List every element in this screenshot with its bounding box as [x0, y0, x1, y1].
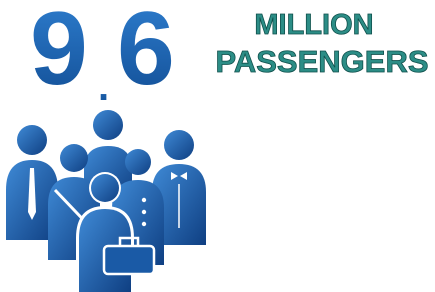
infographic: 9 . 6 MILLION PASSENGERS (( — [0, 0, 435, 292]
label-line1: MILLION — [254, 9, 373, 41]
people-icon — [6, 110, 206, 292]
number-point: . — [98, 65, 109, 109]
label-line2: PASSENGERS — [215, 44, 428, 79]
number-whole: 9 — [30, 0, 88, 107]
number-fraction: 6 — [117, 0, 175, 107]
